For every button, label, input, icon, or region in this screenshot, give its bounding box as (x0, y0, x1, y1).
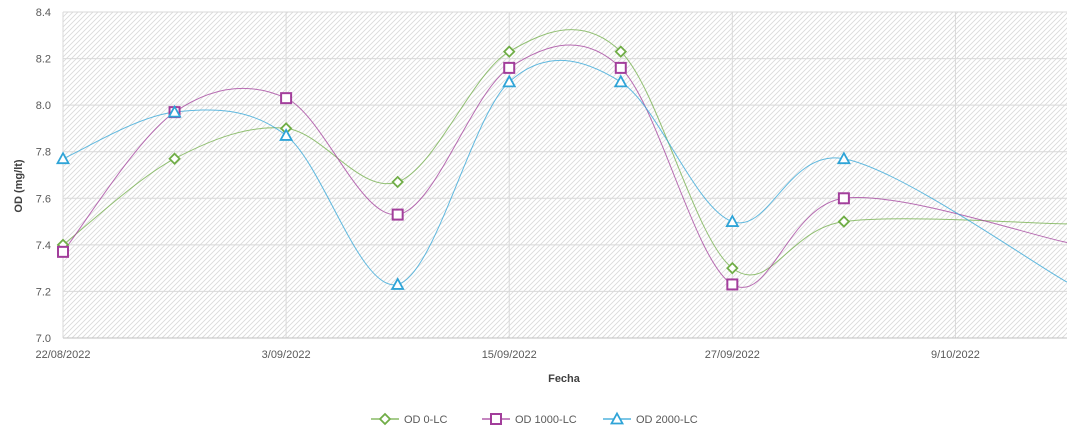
data-point-2-7 (726, 278, 739, 291)
x-axis-title: Fecha (548, 373, 581, 385)
data-point-3-2 (167, 104, 182, 118)
data-point-2-8 (837, 192, 850, 205)
series-line-2 (62, 44, 1067, 288)
x-axis-ticks: 22/08/2022 3/09/2022 15/09/2022 27/09/2022 9… (35, 349, 979, 361)
plot-area (63, 12, 1067, 338)
y-tick-label: 7.6 (36, 193, 51, 205)
series-markers (55, 45, 851, 291)
data-point-1-8 (837, 215, 851, 228)
data-point-2-3 (280, 92, 293, 105)
data-point-3-5 (502, 74, 517, 88)
legend-label-3: OD 2000-LC (636, 414, 698, 426)
data-point-1-4 (391, 175, 404, 189)
x-tick-label: 3/09/2022 (262, 349, 311, 361)
y-tick-label: 7.0 (36, 333, 51, 345)
y-tick-label: 7.4 (36, 240, 51, 252)
x-tick-label: 15/09/2022 (482, 349, 537, 361)
data-point-3-4 (390, 277, 405, 290)
data-point-1-7 (726, 261, 739, 275)
x-tick-label: 9/10/2022 (931, 349, 980, 361)
data-point-1-2 (168, 152, 181, 165)
legend-label-1: OD 0-LC (404, 414, 447, 426)
data-point-2-4 (391, 208, 404, 221)
data-point-3-3 (279, 128, 294, 141)
data-point-3-1 (55, 151, 71, 165)
data-point-2-1 (57, 245, 69, 258)
data-point-3-7 (725, 214, 740, 227)
series-line-1 (62, 29, 1067, 276)
y-tick-label: 7.8 (36, 147, 51, 159)
data-point-2-6 (614, 61, 627, 74)
legend-label-2: OD 1000-LC (515, 414, 577, 426)
y-axis-ticks: 7.0 7.2 7.4 7.6 7.8 8.0 8.2 8.4 (36, 7, 51, 345)
y-tick-label: 8.2 (36, 54, 51, 66)
data-point-3-8 (836, 151, 851, 165)
y-axis-title: OD (mg/lt) (13, 159, 25, 212)
x-tick-label: 27/09/2022 (705, 349, 760, 361)
legend: OD 0-LC OD 1000-LC OD 2000-LC (371, 411, 698, 426)
y-tick-label: 8.0 (36, 100, 51, 112)
legend-marker-1 (378, 412, 392, 426)
y-tick-label: 7.2 (36, 286, 51, 298)
data-point-1-6 (614, 45, 628, 58)
legend-marker-2 (490, 413, 502, 425)
legend-marker-3 (609, 411, 625, 425)
gridlines (62, 11, 1067, 339)
data-point-3-6 (613, 74, 628, 88)
x-tick-label: 22/08/2022 (35, 349, 90, 361)
data-point-2-5 (503, 61, 516, 74)
data-point-1-5 (502, 45, 516, 58)
y-tick-label: 8.4 (36, 7, 51, 19)
